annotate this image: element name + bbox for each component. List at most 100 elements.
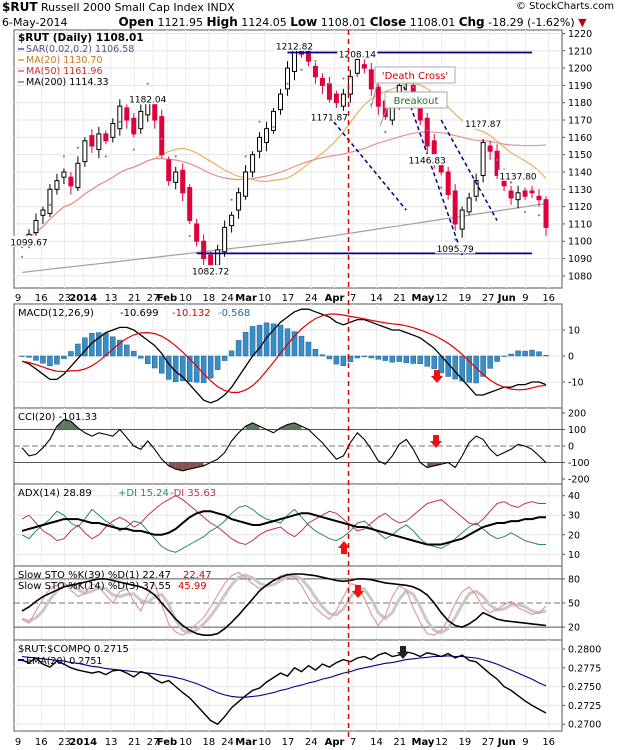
- candle-body: [522, 190, 528, 197]
- source-credit: © StockCharts.com: [516, 1, 614, 12]
- price-label: 1095.79: [437, 245, 474, 255]
- cci-overbought-fill: [245, 422, 253, 430]
- macd-histogram-bar: [89, 333, 95, 357]
- price-axis-label: 1150: [568, 150, 592, 161]
- sar-dot: [48, 203, 52, 206]
- ratio-axis-label: 0.2750: [568, 682, 601, 693]
- candle-body: [47, 188, 53, 215]
- sar-dot: [468, 212, 471, 215]
- candle-body: [445, 171, 451, 195]
- price-label-bg: [127, 93, 168, 105]
- candle-body: [82, 140, 88, 163]
- macd-histogram-bar: [221, 355, 228, 361]
- price-date-axis-label: 23: [58, 293, 71, 304]
- candle-body: [375, 86, 381, 107]
- macd-histogram-bar: [249, 326, 256, 357]
- macd-histogram-bar: [487, 355, 493, 369]
- price-label: 1082.72: [192, 268, 229, 278]
- candle-body: [131, 117, 137, 135]
- sar-dot: [160, 137, 163, 141]
- bottom-date-axis-label: 13: [105, 737, 118, 748]
- macd-axis-label: 0: [568, 352, 574, 363]
- candle-body: [124, 107, 130, 121]
- macd-histogram-bar: [473, 355, 479, 384]
- sar-dot: [426, 129, 429, 132]
- price-axis-label: 1080: [568, 271, 592, 282]
- sto-legend-1: Slow STO %K(39) %D(1) 22.47: [18, 570, 171, 581]
- downtrend-dash-line-2: [328, 116, 407, 211]
- candle-body: [173, 171, 179, 183]
- sar-dot: [230, 198, 233, 201]
- price-label-bg: [407, 154, 448, 166]
- cci-oversold-fill: [427, 462, 435, 468]
- macd-histogram-bar: [508, 353, 514, 357]
- macd-histogram-bar: [117, 339, 123, 357]
- chart-header: $RUT Russell 2000 Small Cap Index INDX: [2, 0, 235, 14]
- macd-histogram-bar: [82, 337, 88, 357]
- macd-histogram-bar: [452, 355, 458, 380]
- macd-histogram-bar: [235, 340, 242, 357]
- macd-histogram-bar: [326, 355, 333, 360]
- price-label: 1099.67: [10, 238, 47, 248]
- price-date-axis-label: 9: [522, 293, 528, 304]
- macd-histogram-bar: [110, 336, 116, 357]
- sar-dot: [90, 129, 93, 132]
- sar-dot: [300, 68, 303, 71]
- macd-histogram-bar: [424, 355, 430, 367]
- macd-histogram-bar: [333, 355, 340, 365]
- macd-histogram-bar: [54, 355, 60, 365]
- macd-histogram-bar: [228, 350, 235, 357]
- macd-signal-value: -10.132: [172, 308, 211, 319]
- sto-k14-line: [21, 571, 547, 636]
- macd-histogram-bar: [68, 351, 74, 357]
- price-date-axis-label: 10: [258, 293, 271, 304]
- sar-dot: [328, 82, 331, 85]
- macd-histogram-bar: [501, 355, 507, 357]
- price-label: 11?7.87: [465, 120, 501, 130]
- candle-body: [264, 128, 270, 144]
- macd-histogram-bar: [138, 355, 144, 359]
- price-date-axis-label: May: [412, 293, 435, 304]
- price-date-axis-label: 7: [350, 293, 356, 304]
- candle-body: [257, 136, 263, 152]
- price-axis-label: 1210: [568, 46, 592, 57]
- macd-histogram-bar: [61, 355, 67, 359]
- candle-body: [236, 192, 242, 211]
- price-axis-label: 1100: [568, 237, 592, 248]
- macd-histogram-bar: [151, 355, 158, 369]
- price-label: 1146.83: [409, 157, 446, 167]
- price-date-axis-label: 2014: [69, 293, 97, 304]
- ratio-title: $RUT:$COMPQ 0.2715: [18, 644, 129, 655]
- minus-di-line: [21, 495, 546, 546]
- candle-body: [138, 110, 144, 130]
- price-axis-label: 1160: [568, 133, 592, 144]
- sar-dot: [286, 82, 289, 85]
- sar-dot: [342, 77, 345, 80]
- bottom-date-axis-label: 21: [128, 737, 141, 748]
- price-date-axis-label: 21: [393, 293, 406, 304]
- adx-line: [21, 510, 546, 546]
- high-value: 1124.05: [241, 16, 287, 29]
- candle-body: [54, 180, 60, 190]
- macd-title: MACD(12,26,9): [18, 308, 94, 319]
- candle-body: [243, 171, 249, 197]
- macd-histogram-bar: [277, 324, 284, 357]
- candle-body: [508, 190, 514, 199]
- close-label: Close: [369, 15, 407, 29]
- open-label: Open: [118, 15, 154, 29]
- price-date-axis-label: 19: [459, 293, 472, 304]
- macd-axis-label: -10: [568, 378, 584, 389]
- sar-dot: [244, 155, 247, 158]
- price-date-axis-label: 17: [282, 293, 295, 304]
- candle-body: [466, 197, 472, 213]
- high-label: High: [206, 15, 238, 29]
- price-title: $RUT (Daily) 1108.01: [18, 32, 144, 44]
- ratio-sell-arrow-icon: [397, 646, 409, 659]
- bottom-date-axis-label: 24: [221, 737, 234, 748]
- price-date-axis-label: 27: [482, 293, 495, 304]
- candle-body: [473, 180, 479, 197]
- candle-body: [89, 135, 95, 147]
- macd-histogram-bar: [270, 323, 277, 357]
- macd-histogram-bar: [186, 355, 193, 382]
- macd-histogram-bar: [193, 355, 200, 383]
